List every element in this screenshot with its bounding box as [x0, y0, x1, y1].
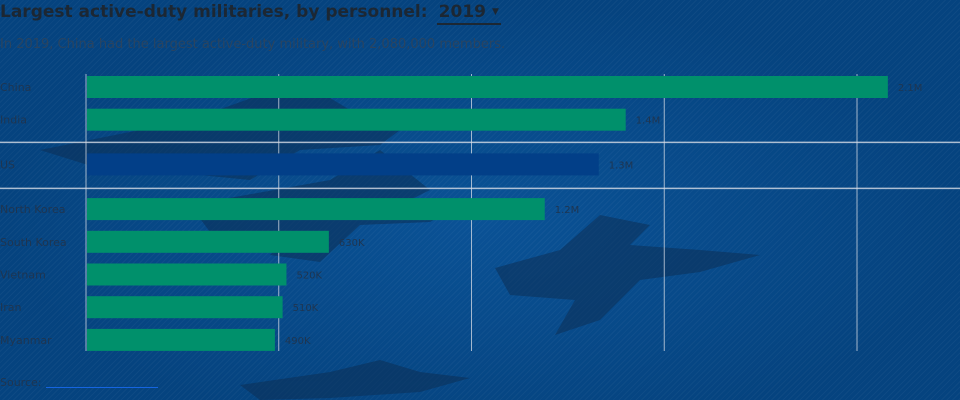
fighter-jet-silhouette	[495, 215, 760, 335]
year-value: 2019	[438, 2, 486, 22]
chevron-down-icon: ▼	[491, 7, 499, 17]
value-label: 520K	[296, 271, 322, 282]
category-label: Iran	[0, 301, 22, 314]
source-link[interactable]	[45, 377, 158, 388]
value-label: 1.4M	[636, 116, 661, 127]
value-label: 1.3M	[609, 160, 634, 171]
chart-header: Largest active-duty militaries, by perso…	[0, 2, 501, 25]
bar-south-korea	[87, 230, 329, 253]
bar-us	[87, 153, 599, 176]
year-dropdown[interactable]: 2019 ▼	[436, 2, 501, 25]
chart-title: Largest active-duty militaries, by perso…	[0, 2, 428, 22]
source-label: Source:	[0, 376, 42, 389]
category-label: Myanmar	[0, 334, 52, 347]
bar-china	[87, 76, 888, 98]
category-label: North Korea	[0, 203, 65, 216]
bar-myanmar	[87, 328, 275, 351]
source-line: Source:	[0, 376, 158, 389]
value-label: 490K	[285, 336, 311, 347]
bar-vietnam	[87, 263, 287, 286]
fighter-jet-silhouette	[240, 360, 470, 400]
category-label: US	[0, 158, 15, 171]
bar-india	[87, 108, 626, 131]
bar-north-korea	[87, 198, 545, 221]
bar-iran	[87, 296, 283, 319]
category-label: China	[0, 81, 31, 94]
value-label: 1.2M	[555, 205, 580, 216]
chart-subtitle: In 2019, China had the largest active-du…	[0, 37, 506, 52]
value-label: 510K	[293, 303, 319, 314]
value-label: 630K	[339, 238, 365, 249]
category-label: India	[0, 114, 27, 127]
category-label: South Korea	[0, 236, 67, 249]
category-label: Vietnam	[0, 269, 46, 282]
value-label: 2.1M	[898, 83, 923, 94]
